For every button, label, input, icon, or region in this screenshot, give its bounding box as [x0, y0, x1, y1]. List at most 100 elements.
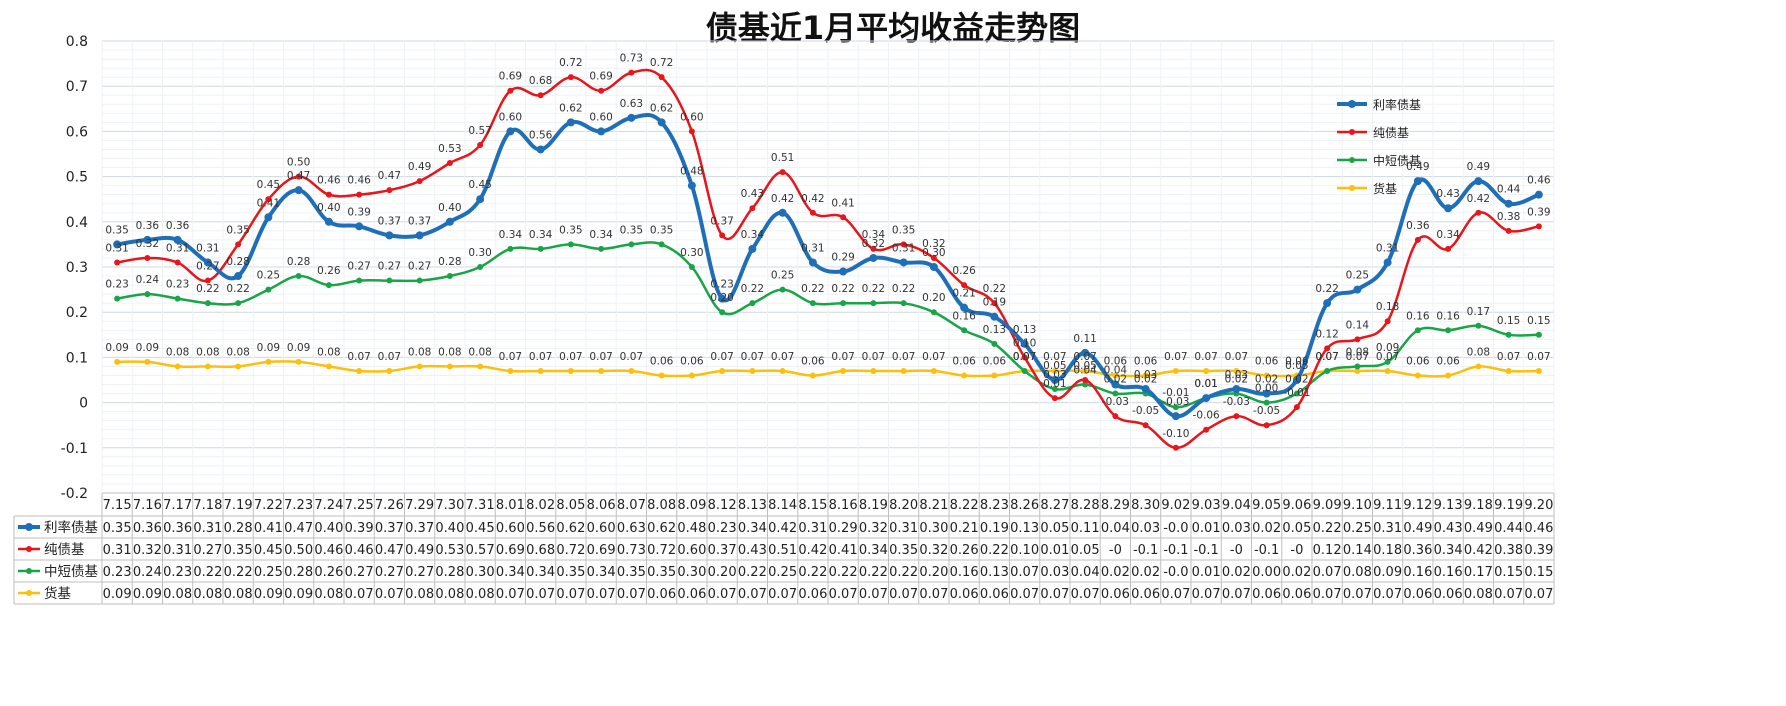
data-point — [173, 235, 182, 244]
table-cell: 0.56 — [526, 521, 555, 536]
data-label: 0.08 — [1467, 346, 1490, 358]
table-cell: 0.40 — [435, 521, 464, 536]
table-cell: 0.32 — [919, 543, 948, 558]
y-tick-label: 0.1 — [66, 350, 88, 366]
legend-marker — [1349, 185, 1355, 191]
table-cell: 0.07 — [1313, 587, 1342, 602]
data-label: 0.09 — [287, 342, 310, 354]
data-label: 0.08 — [226, 346, 249, 358]
data-point — [900, 241, 907, 248]
x-tick-label: 8.14 — [768, 498, 797, 513]
data-point — [1082, 367, 1089, 374]
table-cell: 0.09 — [284, 587, 313, 602]
data-label: -0.10 — [1162, 428, 1189, 440]
table-cell: 0.39 — [345, 521, 374, 536]
data-label: 0.27 — [347, 261, 370, 273]
data-label: 0.41 — [831, 197, 854, 209]
y-tick-label: 0.7 — [66, 79, 88, 95]
data-label: 0.37 — [378, 215, 401, 227]
table-cell: 0.22 — [798, 565, 827, 580]
x-tick-label: 7.17 — [163, 498, 192, 513]
data-label: 0.07 — [1013, 351, 1036, 363]
table-cell: 0.29 — [829, 521, 858, 536]
data-point — [1050, 376, 1059, 384]
data-point — [265, 196, 272, 203]
table-cell: 0.25 — [254, 565, 283, 580]
x-tick-label: 8.16 — [829, 498, 858, 513]
data-point — [960, 303, 969, 312]
table-cell: 0.43 — [738, 543, 767, 558]
data-label: 0.63 — [620, 98, 643, 110]
data-point — [930, 367, 937, 374]
data-label: 0.35 — [650, 224, 673, 236]
data-point — [929, 263, 938, 271]
table-cell: 0.31 — [193, 521, 222, 536]
data-point — [1292, 376, 1301, 384]
table-cell: 0.35 — [224, 543, 253, 558]
data-label: 0.68 — [529, 75, 552, 87]
table-cell: 0.08 — [405, 587, 434, 602]
data-label: 0.07 — [1315, 351, 1338, 363]
table-cell: 0.06 — [1282, 587, 1311, 602]
data-label: 0.49 — [408, 161, 431, 173]
table-cell: 0.22 — [738, 565, 767, 580]
table-cell: 0.22 — [224, 565, 253, 580]
data-point — [1414, 236, 1421, 243]
data-point — [687, 181, 696, 190]
data-label: 0.04 — [1073, 365, 1097, 377]
table-cell: 0.38 — [1494, 543, 1523, 558]
data-label: 0.07 — [1013, 351, 1036, 363]
data-point — [1021, 367, 1028, 374]
data-point — [174, 363, 181, 370]
data-point — [809, 300, 816, 307]
data-label: 0.08 — [166, 346, 189, 358]
table-cell: 0.18 — [1373, 543, 1402, 558]
x-tick-label: 7.23 — [284, 498, 313, 513]
table-cell: 0.08 — [193, 587, 222, 602]
x-tick-label: 8.07 — [617, 498, 646, 513]
data-point — [1172, 404, 1179, 411]
table-cell: 0.15 — [1524, 565, 1553, 580]
data-label: -0.01 — [1283, 387, 1310, 399]
data-point — [1324, 367, 1331, 374]
table-cell: 0.31 — [163, 543, 192, 558]
data-label: 0.43 — [741, 188, 764, 200]
table-cell: 0.07 — [1010, 565, 1039, 580]
data-point — [1505, 331, 1512, 338]
x-tick-label: 8.22 — [950, 498, 979, 513]
data-point — [598, 367, 605, 374]
data-label: 0.31 — [801, 242, 824, 254]
data-point — [415, 231, 424, 240]
table-cell: 0.07 — [1192, 587, 1221, 602]
data-point — [234, 272, 243, 281]
data-point — [113, 240, 122, 249]
table-cell: 0.07 — [375, 587, 404, 602]
data-label: 0.06 — [1436, 355, 1460, 367]
table-row-label: 利率债基 — [44, 519, 98, 536]
data-label: 0.27 — [196, 261, 219, 273]
data-label: 0.34 — [741, 229, 765, 241]
data-point — [235, 363, 242, 370]
data-label: 0.31 — [196, 242, 219, 254]
data-label: 0.07 — [1497, 351, 1520, 363]
data-point — [900, 367, 907, 374]
table-cell: 0.36 — [1403, 543, 1432, 558]
data-point — [658, 372, 665, 379]
data-point — [1444, 204, 1453, 213]
data-label: 0.09 — [257, 342, 280, 354]
data-label: 0.31 — [105, 242, 128, 254]
data-label: 0.42 — [801, 193, 824, 205]
table-cell: 0.08 — [435, 587, 464, 602]
data-label: 0.07 — [1225, 351, 1248, 363]
data-point — [174, 259, 181, 266]
x-tick-label: 8.30 — [1131, 498, 1160, 513]
x-tick-label: 9.19 — [1494, 498, 1523, 513]
x-tick-label: 9.05 — [1252, 498, 1281, 513]
data-label: 0.07 — [710, 351, 733, 363]
data-point — [1413, 177, 1422, 186]
x-tick-label: 8.29 — [1101, 498, 1130, 513]
data-label: 0.25 — [257, 270, 280, 282]
table-cell: 0.60 — [587, 521, 616, 536]
table-cell: 0.07 — [345, 587, 374, 602]
